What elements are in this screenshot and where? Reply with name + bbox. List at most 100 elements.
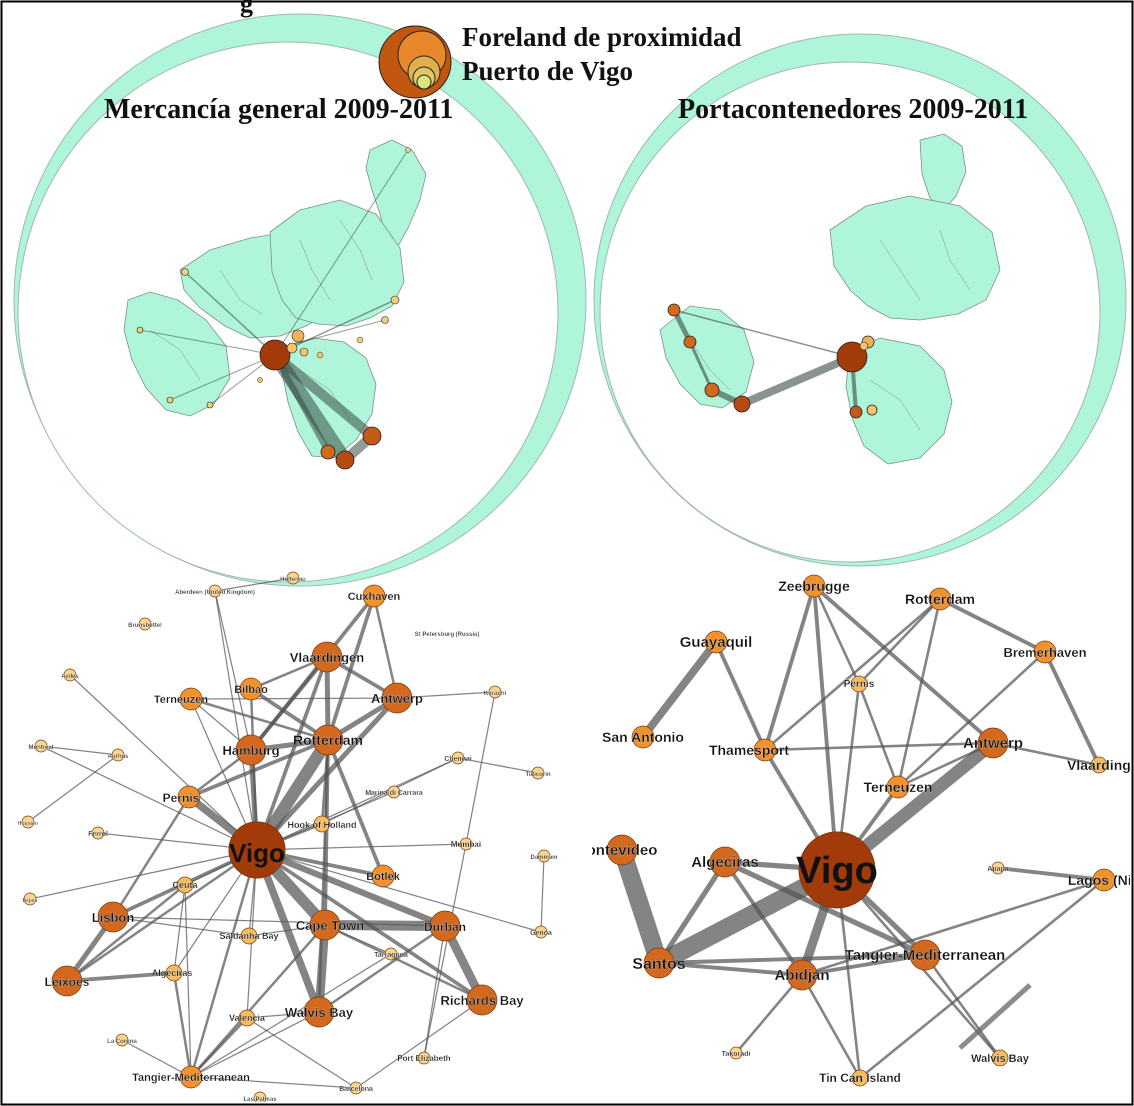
- left-globe-port-1: [336, 451, 354, 469]
- node-label-walvis: Walvis Bay: [971, 1053, 1030, 1065]
- top-cropped-text: g: [240, 0, 253, 18]
- edge-vigo-montreal: [41, 746, 257, 850]
- edge-dammam-genoa: [541, 856, 544, 932]
- left-globe-port-12: [207, 402, 213, 408]
- node-label-capetown: Cape Town: [296, 918, 364, 933]
- node-label-hamburg: Hamburg: [222, 743, 279, 758]
- right-globe-port-3: [684, 336, 696, 348]
- node-label-vlaardingen: Vlaardinge: [1067, 757, 1134, 773]
- left-globe-port-16: [258, 378, 263, 383]
- node-label-barcelona: Barcelona: [339, 1086, 373, 1093]
- left-globe-port-10: [137, 327, 143, 333]
- node-label-richards: Richards Bay: [440, 993, 524, 1008]
- network-left: VigoRotterdamHamburgAntwerpVlaardingenBi…: [18, 572, 558, 1104]
- legend-circle-5: [417, 75, 431, 89]
- node-label-lagos: Lagos (Nig: [1068, 872, 1134, 888]
- node-label-terneuzen: Terneuzen: [154, 694, 208, 706]
- left-globe-port-4: [292, 330, 304, 342]
- node-label-vigo: Vigo: [229, 838, 285, 868]
- node-label-aberdeen: Aberdeen (United Kingdom): [175, 590, 255, 596]
- node-label-bilbao: Bilbao: [234, 684, 268, 696]
- right-globe-port-6: [867, 405, 877, 415]
- node-label-aviles: Aviles: [61, 674, 79, 680]
- node-label-guayaquil: Guayaquil: [680, 634, 753, 651]
- node-label-algeciras: Algeciras: [152, 968, 193, 978]
- node-label-montevideo: ontevideo: [587, 842, 658, 859]
- left-globe-port-3: [321, 445, 335, 459]
- right-globe-port-5: [850, 406, 862, 418]
- node-label-tuticorin: Tuticorin: [525, 772, 551, 778]
- edge-vigo-mumbai: [257, 844, 466, 850]
- left-globe-port-11: [167, 397, 173, 403]
- node-label-antwerp: Antwerp: [963, 735, 1023, 752]
- node-label-thamesport: Thamesport: [709, 742, 789, 758]
- legend-label-foreland: Foreland de proximidad: [462, 22, 742, 52]
- node-label-pernis: Pernis: [844, 679, 875, 690]
- node-label-santos: Santos: [632, 956, 685, 973]
- node-label-lisbon: Lisbon: [92, 910, 135, 925]
- node-label-lacoruna: La Coruna: [107, 1039, 137, 1045]
- node-label-sanantonio: San Antonio: [602, 729, 684, 745]
- left-globe-port-7: [391, 296, 399, 304]
- panel-title-right: Portacontenedores 2009-2011: [678, 94, 1028, 125]
- node-label-bejaia: Bejaia: [23, 898, 38, 904]
- node-label-houston: Houston: [18, 821, 38, 827]
- node-label-stpetersburg: St Petersburg (Russia): [415, 632, 480, 638]
- left-globe-port-14: [357, 337, 363, 343]
- left-globe-port-6: [300, 348, 308, 356]
- edge-thamesport-antwerp: [765, 743, 993, 750]
- node-label-portelizabeth: Port Elizabeth: [397, 1054, 450, 1063]
- edge-leixoes-ceuta: [67, 885, 185, 981]
- node-label-apapa: Apapa: [987, 866, 1009, 873]
- node-label-valencia: Valencia: [229, 1013, 266, 1023]
- node-label-hook: Hook of Holland: [288, 820, 357, 830]
- node-label-mumbai: Mumbai: [451, 840, 481, 849]
- node-label-antwerp: Antwerp: [371, 691, 423, 706]
- node-label-bremerhaven: Bremerhaven: [1003, 645, 1086, 660]
- edge-houston-aarhus: [28, 755, 118, 822]
- node-label-durban: Durban: [424, 920, 466, 934]
- node-label-karachi: Karachi: [484, 691, 506, 697]
- node-label-algeciras: Algeciras: [691, 854, 759, 871]
- node-label-tangier: Tangier-Mediterranean: [132, 1072, 250, 1084]
- edge-hamburg-aberdeen: [215, 591, 251, 750]
- node-label-montreal: Montreal: [28, 745, 53, 751]
- node-label-laspalmas: Las Palmas: [243, 1097, 277, 1103]
- left-globe-port-9: [182, 269, 189, 276]
- edge-antwerp-cuxhaven: [374, 596, 397, 698]
- left-globe-port-13: [406, 148, 411, 153]
- node-label-marina: Marina di Carrara: [365, 790, 423, 797]
- right-globe-port-4: [668, 304, 680, 316]
- node-label-chennai: Chennai: [444, 756, 472, 763]
- edge-pernis-terneuzen: [859, 684, 898, 787]
- edge-zeebrugge-thamesport: [765, 586, 814, 750]
- node-label-brunsbuttel: Brunsbuttel: [128, 623, 162, 629]
- node-label-abidjan: Abidjan: [775, 967, 830, 984]
- left-globe-port-8: [382, 317, 389, 324]
- edge-montevideo-santos: [622, 850, 659, 963]
- right-globe-port-1: [734, 396, 750, 412]
- node-label-leixoes: Leixoes: [45, 975, 90, 989]
- left-globe-port-15: [317, 352, 323, 358]
- node-label-rotterdam: Rotterdam: [293, 732, 363, 748]
- edge-rotterdam-pernis: [859, 599, 940, 684]
- node-label-tincan: Tin Can Island: [819, 1071, 901, 1085]
- edge-mumbai-karachi: [466, 692, 495, 844]
- edge-guayaquil-thamesport: [716, 642, 765, 750]
- edge-antwerp-terneuzen: [191, 698, 397, 699]
- left-globe-port-2: [363, 427, 381, 445]
- node-label-takoradi: Takoradi: [722, 1051, 751, 1058]
- node-label-ceuta: Ceuta: [172, 880, 198, 890]
- edge-barcelona-richards: [356, 1000, 482, 1088]
- node-label-rotterdam: Rotterdam: [905, 591, 975, 607]
- edge-bremerhaven-vlaardingen: [1045, 652, 1099, 765]
- node-label-pernis: Pernis: [163, 791, 200, 805]
- network-right-nodes: VigoZeebruggeRotterdamBremerhavenGuayaqu…: [587, 575, 1134, 1086]
- node-label-terneuzen: Terneuzen: [864, 779, 933, 795]
- right-globe-port-8: [860, 342, 868, 350]
- edge-durban-walvis: [319, 926, 445, 1012]
- legend: Foreland de proximidad Puerto de Vigo: [379, 22, 742, 98]
- node-label-vigo: Vigo: [796, 850, 878, 892]
